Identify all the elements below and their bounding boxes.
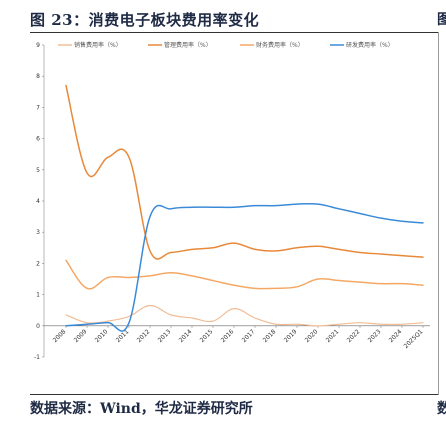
- chart-legend: 销售费用率（%） 管理费用率（%） 财务费用率（%） 研发费用率（%）: [58, 41, 394, 49]
- x-tick-label: 2021: [325, 328, 341, 344]
- y-tick-label: 7: [36, 104, 40, 111]
- x-tick-label: 2012: [136, 328, 152, 344]
- source-note: 数据来源：Wind，华龙证券研究所: [30, 401, 253, 417]
- y-tick-label: 1: [36, 292, 40, 299]
- bottom-rule: [30, 394, 438, 395]
- right-rule: [438, 32, 439, 395]
- x-axis: 2008 2009 2010 2011 2012 2013 2014 2015 2016 2017…: [44, 325, 430, 350]
- x-tick-label: 2015: [199, 328, 215, 344]
- clipped-adjacent-text: 数: [437, 401, 446, 417]
- series-line-2: [65, 259, 424, 290]
- x-tick-label: 2014: [178, 328, 194, 344]
- x-tick-label: 2016: [220, 328, 236, 344]
- series-line-1: [65, 84, 424, 260]
- y-tick-label: -1: [34, 354, 40, 361]
- x-tick-label: 2008: [52, 328, 68, 344]
- x-tick-label: 2025Q1: [403, 328, 425, 350]
- x-tick-label: 2017: [241, 328, 257, 344]
- y-tick-label: 3: [36, 229, 40, 236]
- y-axis: -1 0 1 2 3 4 5 6 7 8 9: [34, 42, 45, 361]
- figure-title: 图 23：消费电子板块费用率变化: [30, 11, 260, 29]
- clipped-adjacent-title: 图: [437, 12, 446, 28]
- y-tick-label: 9: [36, 42, 40, 49]
- x-tick-label: 2018: [262, 328, 278, 344]
- x-tick-label: 2020: [304, 328, 320, 344]
- legend-label: 销售费用率（%）: [74, 41, 122, 49]
- y-tick-label: 4: [36, 198, 40, 205]
- legend-label: 管理费用率（%）: [164, 41, 212, 49]
- legend-label: 研发费用率（%）: [346, 41, 394, 49]
- y-tick-label: 2: [36, 260, 40, 267]
- y-tick-label: 8: [36, 73, 40, 80]
- x-tick-label: 2019: [283, 328, 299, 344]
- x-tick-label: 2009: [73, 328, 89, 344]
- x-tick-label: 2013: [157, 328, 173, 344]
- y-tick-label: 0: [36, 323, 40, 330]
- top-rule: [30, 32, 438, 33]
- x-tick-label: 2022: [346, 328, 362, 344]
- series-line-0: [65, 304, 424, 327]
- legend-label: 财务费用率（%）: [256, 41, 304, 49]
- series-line-3: [65, 202, 424, 332]
- x-tick-label: 2010: [94, 328, 110, 344]
- y-tick-label: 5: [36, 167, 40, 174]
- x-tick-label: 2023: [367, 328, 383, 344]
- y-tick-label: 6: [36, 136, 40, 143]
- x-tick-label: 2024: [388, 328, 404, 344]
- series-lines: [65, 84, 424, 332]
